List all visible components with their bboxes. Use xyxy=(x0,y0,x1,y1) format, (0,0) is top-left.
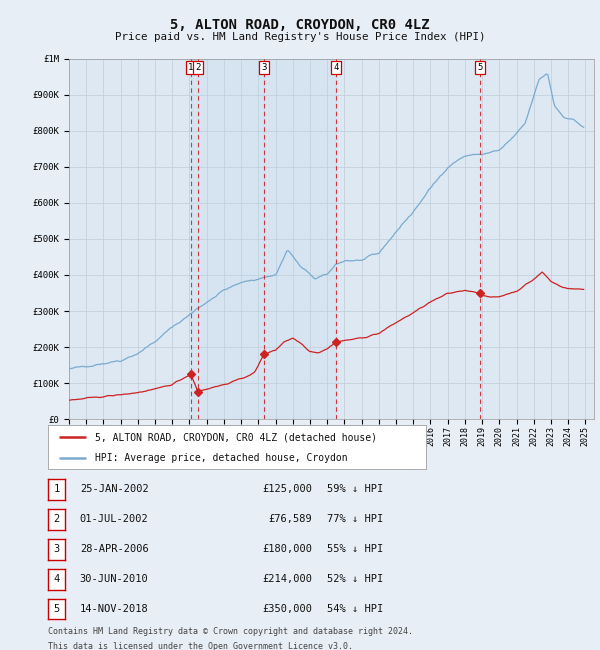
Text: 28-APR-2006: 28-APR-2006 xyxy=(80,544,149,554)
Text: 30-JUN-2010: 30-JUN-2010 xyxy=(80,574,149,584)
Text: 4: 4 xyxy=(53,574,59,584)
Bar xyxy=(191,58,264,419)
Text: 3: 3 xyxy=(53,544,59,554)
Text: 2: 2 xyxy=(53,514,59,525)
Text: £350,000: £350,000 xyxy=(262,604,312,614)
Text: 77% ↓ HPI: 77% ↓ HPI xyxy=(327,514,383,525)
Text: 3: 3 xyxy=(261,63,266,72)
Text: 5: 5 xyxy=(53,604,59,614)
Text: 14-NOV-2018: 14-NOV-2018 xyxy=(80,604,149,614)
Text: 5: 5 xyxy=(477,63,482,72)
Text: This data is licensed under the Open Government Licence v3.0.: This data is licensed under the Open Gov… xyxy=(48,642,353,650)
Text: 1: 1 xyxy=(53,484,59,495)
Text: Price paid vs. HM Land Registry's House Price Index (HPI): Price paid vs. HM Land Registry's House … xyxy=(115,32,485,42)
Text: 1: 1 xyxy=(188,63,193,72)
Text: Contains HM Land Registry data © Crown copyright and database right 2024.: Contains HM Land Registry data © Crown c… xyxy=(48,627,413,636)
Text: 5, ALTON ROAD, CROYDON, CR0 4LZ: 5, ALTON ROAD, CROYDON, CR0 4LZ xyxy=(170,18,430,32)
Text: 59% ↓ HPI: 59% ↓ HPI xyxy=(327,484,383,495)
Text: 52% ↓ HPI: 52% ↓ HPI xyxy=(327,574,383,584)
Text: £180,000: £180,000 xyxy=(262,544,312,554)
Text: 5, ALTON ROAD, CROYDON, CR0 4LZ (detached house): 5, ALTON ROAD, CROYDON, CR0 4LZ (detache… xyxy=(95,432,377,443)
Text: 01-JUL-2002: 01-JUL-2002 xyxy=(80,514,149,525)
Text: HPI: Average price, detached house, Croydon: HPI: Average price, detached house, Croy… xyxy=(95,453,348,463)
Text: £125,000: £125,000 xyxy=(262,484,312,495)
Bar xyxy=(264,58,336,419)
Text: 2: 2 xyxy=(196,63,201,72)
Text: £214,000: £214,000 xyxy=(262,574,312,584)
Text: 55% ↓ HPI: 55% ↓ HPI xyxy=(327,544,383,554)
Text: 25-JAN-2002: 25-JAN-2002 xyxy=(80,484,149,495)
Text: 54% ↓ HPI: 54% ↓ HPI xyxy=(327,604,383,614)
Text: 4: 4 xyxy=(333,63,338,72)
Text: £76,589: £76,589 xyxy=(268,514,312,525)
